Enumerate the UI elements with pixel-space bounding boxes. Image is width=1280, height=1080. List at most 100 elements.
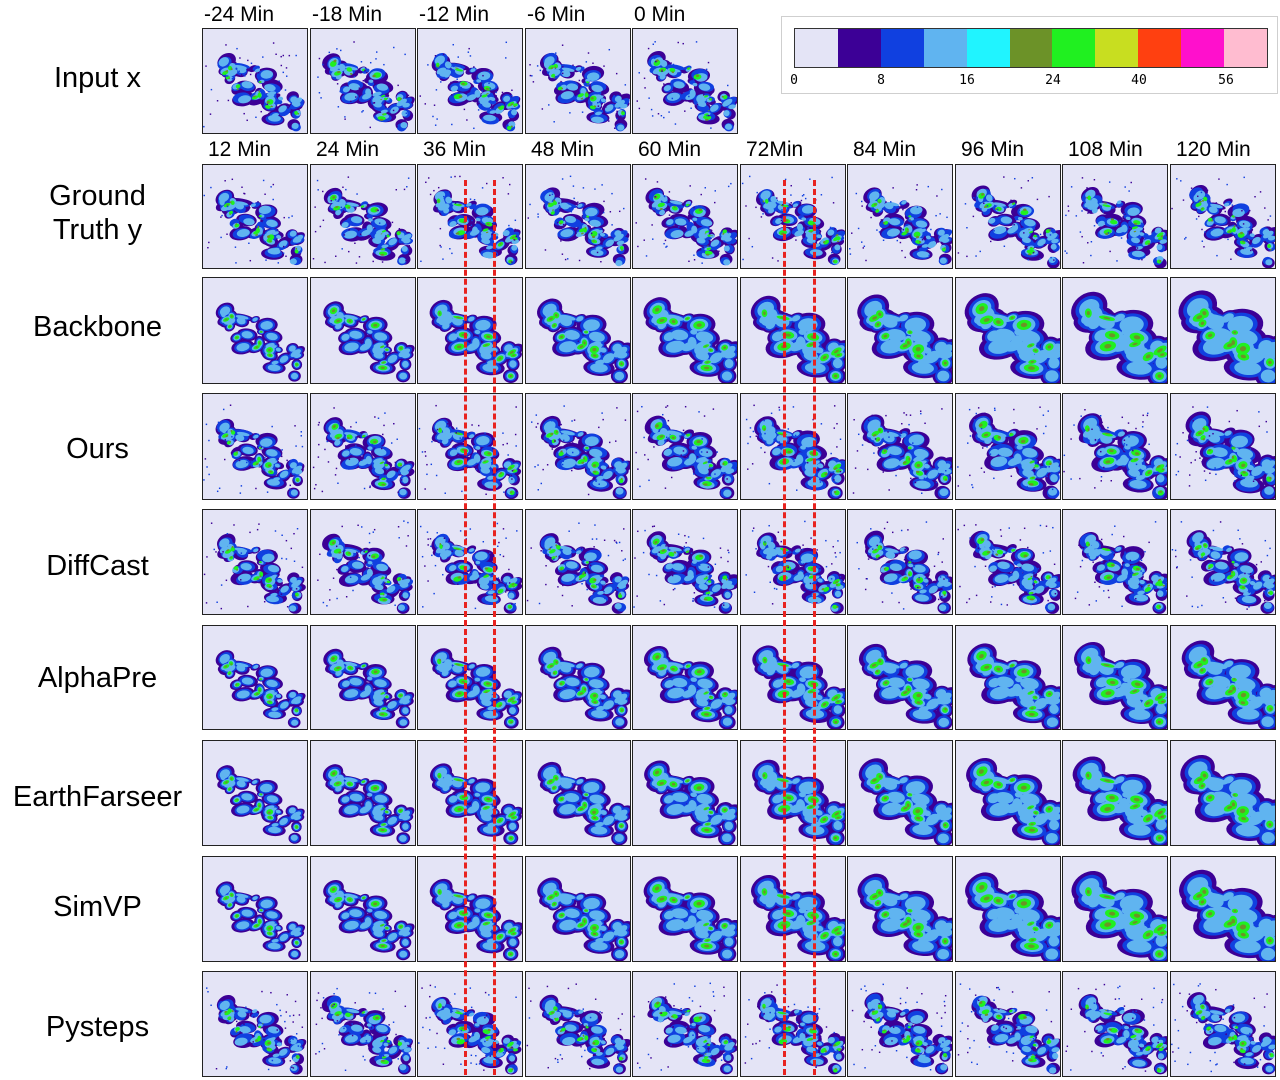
output-time-label: 84 Min bbox=[853, 138, 917, 161]
frame-panel bbox=[847, 856, 953, 962]
frame-panel bbox=[955, 277, 1061, 384]
radar-field bbox=[966, 757, 1060, 845]
frame-panel bbox=[955, 164, 1061, 269]
radar-field bbox=[317, 520, 414, 614]
radar-field bbox=[1065, 983, 1167, 1075]
output-time-label: 12 Min bbox=[208, 138, 272, 161]
frame-panel bbox=[310, 509, 416, 615]
radar-field bbox=[419, 522, 522, 614]
radar-field bbox=[1071, 291, 1167, 383]
radar-field bbox=[1071, 870, 1167, 961]
radar-field bbox=[323, 879, 415, 961]
frame-panel bbox=[1062, 740, 1168, 846]
frame-panel bbox=[740, 971, 846, 1077]
frame-panel bbox=[1062, 509, 1168, 615]
radar-field bbox=[744, 984, 845, 1075]
frame-panel bbox=[1170, 971, 1276, 1077]
radar-field bbox=[957, 176, 1060, 268]
row-label: EarthFarseer bbox=[12, 781, 183, 813]
colorbar-swatch bbox=[1138, 29, 1182, 67]
radar-field bbox=[312, 407, 415, 499]
frame-panel bbox=[740, 625, 846, 730]
radar-field bbox=[741, 175, 845, 266]
radar-field bbox=[418, 404, 522, 499]
frame-panel bbox=[417, 28, 523, 134]
frame-panel bbox=[310, 164, 416, 269]
frame-panel bbox=[632, 740, 738, 846]
radar-field bbox=[203, 178, 305, 266]
radar-field bbox=[858, 758, 952, 845]
frame-panel bbox=[310, 625, 416, 730]
frame-panel bbox=[740, 277, 846, 384]
radar-field bbox=[636, 41, 737, 132]
frame-panel bbox=[955, 509, 1061, 615]
colorbar-swatch bbox=[837, 29, 881, 67]
frame-panel bbox=[1062, 393, 1168, 500]
input-time-label: -6 Min bbox=[527, 3, 586, 26]
radar-field bbox=[538, 646, 630, 729]
radar-field bbox=[429, 299, 522, 383]
output-time-label: 120 Min bbox=[1176, 138, 1251, 161]
frame-panel bbox=[955, 971, 1061, 1077]
colorbar-swatch bbox=[1181, 29, 1225, 67]
row-label: DiffCast bbox=[46, 550, 149, 582]
frame-panel bbox=[310, 971, 416, 1077]
input-time-label: 0 Min bbox=[634, 3, 686, 26]
radar-field bbox=[751, 874, 845, 961]
frame-panel bbox=[202, 971, 308, 1077]
frame-panel bbox=[632, 164, 738, 269]
highlight-line-36-right bbox=[493, 180, 496, 1075]
frame-panel bbox=[740, 164, 846, 269]
frame-panel bbox=[1062, 856, 1168, 962]
radar-field bbox=[957, 983, 1060, 1075]
radar-field bbox=[957, 406, 1060, 499]
output-time-label: 96 Min bbox=[961, 138, 1025, 161]
radar-field bbox=[1178, 290, 1275, 383]
frame-panel bbox=[417, 393, 523, 500]
radar-field bbox=[215, 302, 305, 382]
input-time-label: -24 Min bbox=[204, 3, 275, 26]
colorbar-swatch bbox=[880, 29, 924, 67]
radar-field bbox=[537, 877, 630, 961]
frame-panel bbox=[847, 277, 953, 384]
frame-panel bbox=[632, 625, 738, 730]
frame-panel bbox=[1170, 509, 1276, 615]
radar-field bbox=[1063, 409, 1167, 499]
radar-field bbox=[206, 987, 307, 1075]
colorbar-tick-label: 0 bbox=[790, 73, 798, 88]
frame-panel bbox=[525, 625, 631, 730]
frame-panel bbox=[1062, 164, 1168, 269]
radar-field bbox=[216, 765, 305, 844]
radar-field bbox=[633, 982, 737, 1075]
radar-field bbox=[857, 873, 952, 961]
frame-panel bbox=[417, 971, 523, 1077]
radar-field bbox=[526, 983, 630, 1075]
frame-panel bbox=[632, 971, 738, 1077]
row-label: Backbone bbox=[33, 311, 162, 343]
frame-panel bbox=[955, 625, 1061, 730]
radar-field bbox=[315, 987, 413, 1075]
radar-field bbox=[526, 522, 630, 614]
radar-field bbox=[1171, 983, 1275, 1075]
radar-field bbox=[1179, 869, 1275, 961]
radar-field bbox=[323, 648, 415, 729]
input-time-label: -12 Min bbox=[419, 3, 490, 26]
colorbar-swatch bbox=[966, 29, 1010, 67]
frame-panel bbox=[740, 740, 846, 846]
colorbar-swatch bbox=[1095, 29, 1139, 67]
frame-panel bbox=[417, 277, 523, 384]
row-label: SimVP bbox=[53, 891, 142, 923]
radar-field bbox=[537, 298, 630, 383]
row-label: Input x bbox=[53, 62, 142, 94]
output-time-label: 60 Min bbox=[638, 138, 702, 161]
output-time-label: 24 Min bbox=[316, 138, 380, 161]
frame-panel bbox=[847, 164, 953, 269]
radar-field bbox=[852, 408, 952, 499]
frame-panel bbox=[955, 856, 1061, 962]
radar-field bbox=[203, 42, 305, 132]
radar-field bbox=[1180, 754, 1275, 845]
radar-field bbox=[644, 760, 737, 845]
colorbar-tick-label: 24 bbox=[1045, 73, 1061, 88]
frame-panel bbox=[955, 740, 1061, 846]
radar-field bbox=[1074, 641, 1167, 729]
